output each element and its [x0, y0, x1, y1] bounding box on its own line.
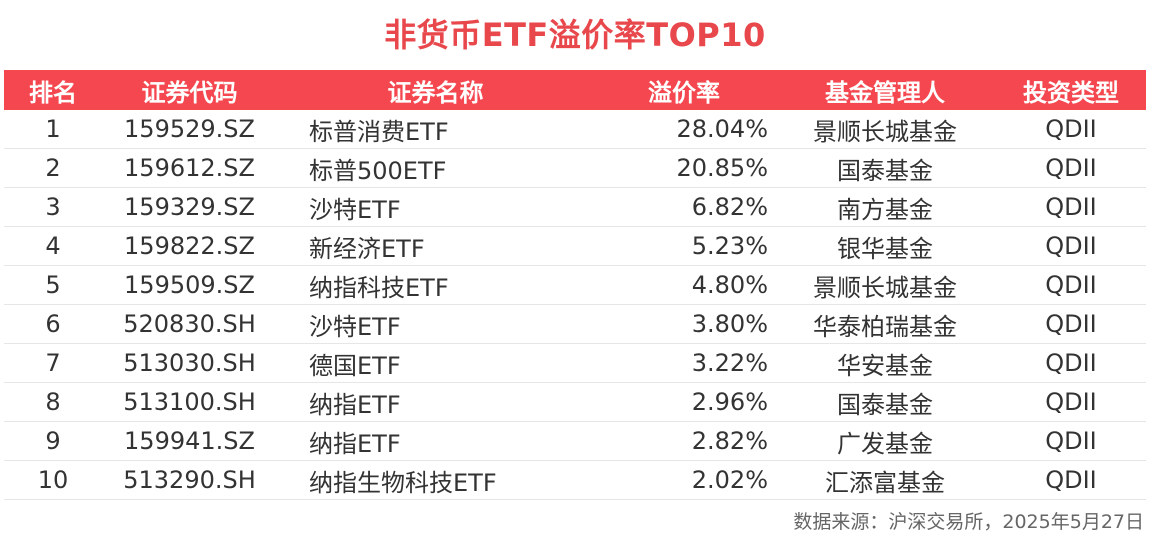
cell-type: QDII — [996, 148, 1146, 188]
data-source-note: 数据来源：沪深交易所，2025年5月27日 — [793, 511, 1144, 533]
table-row: 10 513290.SH 纳指生物科技ETF 2.02% 汇添富基金 QDII — [4, 460, 1146, 500]
cell-premium: 5.23% — [594, 226, 774, 266]
cell-rank: 9 — [4, 421, 102, 461]
cell-name: 沙特ETF — [277, 187, 594, 227]
cell-type: QDII — [996, 343, 1146, 383]
table-header: 排名 证券代码 证券名称 溢价率 基金管理人 投资类型 — [4, 70, 1146, 110]
table-row: 8 513100.SH 纳指ETF 2.96% 国泰基金 QDII — [4, 382, 1146, 422]
cell-code: 513100.SH — [102, 382, 277, 422]
cell-manager: 汇添富基金 — [774, 460, 996, 500]
header-type: 投资类型 — [996, 70, 1146, 110]
cell-code: 159509.SZ — [102, 265, 277, 305]
cell-code: 159822.SZ — [102, 226, 277, 266]
cell-code: 159529.SZ — [102, 110, 277, 149]
cell-rank: 2 — [4, 148, 102, 188]
cell-rank: 8 — [4, 382, 102, 422]
cell-manager: 国泰基金 — [774, 382, 996, 422]
cell-code: 513290.SH — [102, 460, 277, 500]
cell-premium: 6.82% — [594, 187, 774, 227]
cell-type: QDII — [996, 110, 1146, 149]
header-name: 证券名称 — [277, 70, 594, 110]
cell-rank: 10 — [4, 460, 102, 500]
cell-premium: 20.85% — [594, 148, 774, 188]
cell-type: QDII — [996, 226, 1146, 266]
cell-rank: 3 — [4, 187, 102, 227]
cell-type: QDII — [996, 304, 1146, 344]
cell-name: 新经济ETF — [277, 226, 594, 266]
table-row: 4 159822.SZ 新经济ETF 5.23% 银华基金 QDII — [4, 226, 1146, 266]
page-title: 非货币ETF溢价率TOP10 — [384, 16, 766, 54]
table-row: 1 159529.SZ 标普消费ETF 28.04% 景顺长城基金 QDII — [4, 110, 1146, 149]
cell-manager: 银华基金 — [774, 226, 996, 266]
table-body: 1 159529.SZ 标普消费ETF 28.04% 景顺长城基金 QDII 2… — [4, 110, 1146, 500]
cell-code: 159941.SZ — [102, 421, 277, 461]
cell-manager: 南方基金 — [774, 187, 996, 227]
header-manager: 基金管理人 — [774, 70, 996, 110]
cell-rank: 5 — [4, 265, 102, 305]
header-rank: 排名 — [4, 70, 102, 110]
cell-manager: 景顺长城基金 — [774, 110, 996, 149]
cell-name: 纳指科技ETF — [277, 265, 594, 305]
table-row: 6 520830.SH 沙特ETF 3.80% 华泰柏瑞基金 QDII — [4, 304, 1146, 344]
premium-table: 排名 证券代码 证券名称 溢价率 基金管理人 投资类型 1 159529.SZ … — [4, 70, 1146, 500]
cell-rank: 6 — [4, 304, 102, 344]
cell-name: 纳指生物科技ETF — [277, 460, 594, 500]
cell-name: 纳指ETF — [277, 382, 594, 422]
cell-manager: 华泰柏瑞基金 — [774, 304, 996, 344]
table-row: 3 159329.SZ 沙特ETF 6.82% 南方基金 QDII — [4, 187, 1146, 227]
header-premium: 溢价率 — [594, 70, 774, 110]
cell-name: 标普500ETF — [277, 148, 594, 188]
cell-code: 159612.SZ — [102, 148, 277, 188]
cell-manager: 景顺长城基金 — [774, 265, 996, 305]
cell-rank: 7 — [4, 343, 102, 383]
cell-premium: 4.80% — [594, 265, 774, 305]
cell-code: 159329.SZ — [102, 187, 277, 227]
cell-name: 沙特ETF — [277, 304, 594, 344]
cell-type: QDII — [996, 187, 1146, 227]
cell-premium: 3.22% — [594, 343, 774, 383]
cell-type: QDII — [996, 421, 1146, 461]
cell-manager: 华安基金 — [774, 343, 996, 383]
cell-name: 德国ETF — [277, 343, 594, 383]
cell-code: 520830.SH — [102, 304, 277, 344]
cell-premium: 3.80% — [594, 304, 774, 344]
cell-type: QDII — [996, 382, 1146, 422]
cell-name: 标普消费ETF — [277, 110, 594, 149]
header-code: 证券代码 — [102, 70, 277, 110]
table-row: 7 513030.SH 德国ETF 3.22% 华安基金 QDII — [4, 343, 1146, 383]
table-row: 2 159612.SZ 标普500ETF 20.85% 国泰基金 QDII — [4, 148, 1146, 188]
cell-type: QDII — [996, 265, 1146, 305]
cell-name: 纳指ETF — [277, 421, 594, 461]
cell-code: 513030.SH — [102, 343, 277, 383]
table-row: 9 159941.SZ 纳指ETF 2.82% 广发基金 QDII — [4, 421, 1146, 461]
cell-rank: 4 — [4, 226, 102, 266]
header-row: 排名 证券代码 证券名称 溢价率 基金管理人 投资类型 — [4, 70, 1146, 110]
cell-premium: 2.96% — [594, 382, 774, 422]
cell-premium: 28.04% — [594, 110, 774, 149]
cell-manager: 广发基金 — [774, 421, 996, 461]
cell-premium: 2.82% — [594, 421, 774, 461]
cell-premium: 2.02% — [594, 460, 774, 500]
cell-rank: 1 — [4, 110, 102, 149]
cell-manager: 国泰基金 — [774, 148, 996, 188]
table-row: 5 159509.SZ 纳指科技ETF 4.80% 景顺长城基金 QDII — [4, 265, 1146, 305]
cell-type: QDII — [996, 460, 1146, 500]
